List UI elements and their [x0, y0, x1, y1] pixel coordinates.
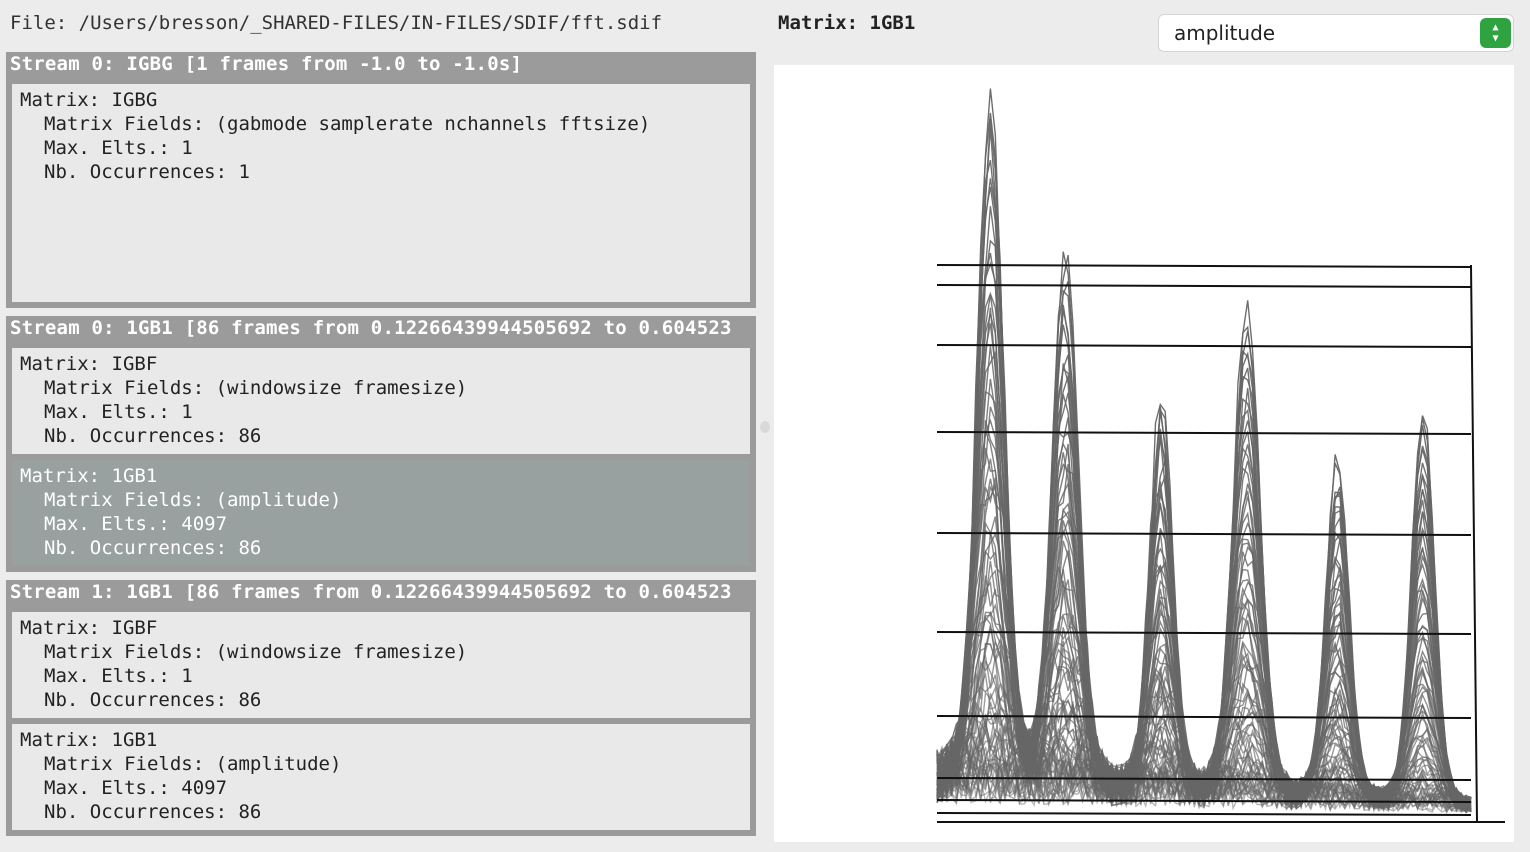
frame-baseline	[936, 431, 1472, 435]
matrix-fields: Matrix Fields: (amplitude)	[44, 753, 342, 775]
plot-axis-vertical	[1470, 264, 1478, 823]
spectrum-frame-line	[936, 118, 1472, 811]
matrix-title: Matrix: IGBF	[20, 353, 158, 375]
matrix-max-elts: Max. Elts.: 1	[44, 665, 193, 687]
frame-baseline	[936, 812, 1472, 816]
matrix-fields: Matrix Fields: (amplitude)	[44, 489, 342, 511]
matrix-title: Matrix: IGBF	[20, 617, 158, 639]
file-path-label: File: /Users/bresson/_SHARED-FILES/IN-FI…	[10, 12, 663, 34]
frame-baseline	[936, 532, 1472, 536]
matrix-fields: Matrix Fields: (windowsize framesize)	[44, 641, 468, 663]
frame-baseline	[936, 284, 1472, 288]
stream-0-1gb1: Stream 0: 1GB1 [86 frames from 0.1226643…	[6, 316, 756, 572]
frame-baseline	[936, 631, 1472, 635]
matrix-title: Matrix: IGBG	[20, 89, 158, 111]
matrix-fields: Matrix Fields: (gabmode samplerate nchan…	[44, 113, 651, 135]
matrix-occurrences: Nb. Occurrences: 86	[44, 801, 262, 823]
frame-baseline	[936, 264, 1472, 268]
viewer-title: Matrix: 1GB1	[778, 12, 916, 34]
matrix-fields: Matrix Fields: (windowsize framesize)	[44, 377, 468, 399]
matrix-occurrences: Nb. Occurrences: 86	[44, 537, 262, 559]
spectrum-3d-plot[interactable]	[774, 65, 1514, 842]
field-select-value: amplitude	[1174, 21, 1276, 45]
matrix-item-selected[interactable]: Matrix: 1GB1 Matrix Fields: (amplitude) …	[12, 460, 750, 566]
stream-header[interactable]: Stream 0: IGBG [1 frames from -1.0 to -1…	[10, 53, 523, 75]
frame-baseline	[936, 715, 1472, 719]
matrix-max-elts: Max. Elts.: 4097	[44, 513, 228, 535]
stream-0-igbg: Stream 0: IGBG [1 frames from -1.0 to -1…	[6, 52, 756, 308]
stream-list: Stream 0: IGBG [1 frames from -1.0 to -1…	[6, 52, 756, 844]
matrix-occurrences: Nb. Occurrences: 86	[44, 425, 262, 447]
stream-header[interactable]: Stream 0: 1GB1 [86 frames from 0.1226643…	[10, 317, 732, 339]
matrix-item[interactable]: Matrix: IGBF Matrix Fields: (windowsize …	[12, 348, 750, 454]
matrix-item[interactable]: Matrix: 1GB1 Matrix Fields: (amplitude) …	[12, 724, 750, 830]
frame-baseline	[936, 777, 1472, 781]
spectrum-frame-line	[936, 88, 1472, 813]
matrix-title: Matrix: 1GB1	[20, 465, 158, 487]
stream-header[interactable]: Stream 1: 1GB1 [86 frames from 0.1226643…	[10, 581, 732, 603]
matrix-item[interactable]: Matrix: IGBG Matrix Fields: (gabmode sam…	[12, 84, 750, 302]
matrix-item[interactable]: Matrix: IGBF Matrix Fields: (windowsize …	[12, 612, 750, 718]
matrix-max-elts: Max. Elts.: 4097	[44, 777, 228, 799]
frame-baseline	[936, 799, 1472, 803]
panel-splitter-handle[interactable]	[760, 421, 770, 433]
matrix-max-elts: Max. Elts.: 1	[44, 401, 193, 423]
field-select[interactable]: amplitude ▲ ▼	[1158, 14, 1514, 52]
matrix-title: Matrix: 1GB1	[20, 729, 158, 751]
spectrum-plot-canvas	[936, 88, 1505, 823]
matrix-occurrences: Nb. Occurrences: 1	[44, 161, 250, 183]
up-down-chevron-icon[interactable]: ▲ ▼	[1480, 18, 1511, 48]
frame-baseline	[936, 344, 1472, 348]
matrix-max-elts: Max. Elts.: 1	[44, 137, 193, 159]
stream-1-1gb1: Stream 1: 1GB1 [86 frames from 0.1226643…	[6, 580, 756, 836]
matrix-occurrences: Nb. Occurrences: 86	[44, 689, 262, 711]
